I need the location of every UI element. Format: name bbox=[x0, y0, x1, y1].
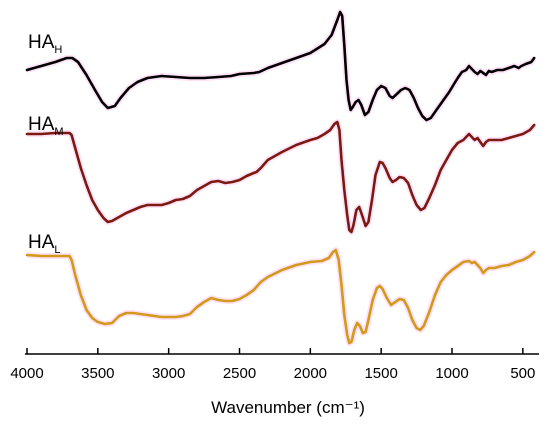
series-layer bbox=[25, 9, 537, 346]
x-tick-label: 500 bbox=[510, 365, 535, 382]
series-line-m bbox=[25, 120, 536, 234]
series-label-layer: HAH HAM HAL bbox=[28, 32, 64, 256]
x-tick-label: 2500 bbox=[223, 365, 256, 382]
x-tick-label: 3500 bbox=[81, 365, 114, 382]
x-tick-label: 1000 bbox=[435, 365, 468, 382]
series-label-h: HAH bbox=[28, 32, 62, 56]
x-tick-label: 1500 bbox=[364, 365, 397, 382]
series-label-l: HAL bbox=[28, 232, 61, 256]
x-tick-label: 2000 bbox=[294, 365, 327, 382]
series-label-m: HAM bbox=[28, 114, 64, 138]
series-line-h bbox=[25, 10, 536, 122]
series-halo-l bbox=[26, 247, 537, 346]
x-tick-label: 4000 bbox=[10, 365, 43, 382]
x-axis-title: Wavenumber (cm⁻¹) bbox=[211, 398, 365, 417]
x-tick-label: 3000 bbox=[152, 365, 185, 382]
series-line-l bbox=[25, 248, 536, 345]
x-tick-layer: 4000 3500 3000 2500 2000 1500 1000 500 bbox=[10, 348, 535, 382]
